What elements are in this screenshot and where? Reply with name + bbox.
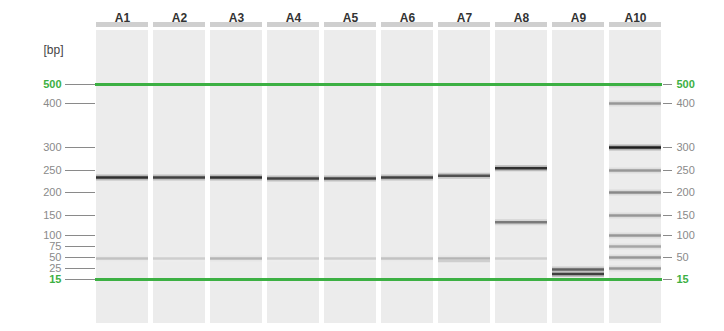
svg-text:15: 15	[49, 273, 61, 285]
svg-text:100: 100	[43, 229, 61, 241]
svg-text:A10: A10	[624, 11, 646, 25]
svg-text:50: 50	[677, 251, 689, 263]
svg-text:A8: A8	[514, 11, 530, 25]
svg-text:300: 300	[43, 141, 61, 153]
svg-text:400: 400	[677, 97, 695, 109]
svg-text:A9: A9	[571, 11, 587, 25]
svg-text:A4: A4	[286, 11, 302, 25]
svg-text:150: 150	[43, 209, 61, 221]
svg-text:300: 300	[677, 141, 695, 153]
svg-text:50: 50	[49, 251, 61, 263]
svg-text:250: 250	[677, 164, 695, 176]
svg-text:500: 500	[43, 78, 61, 90]
svg-text:[bp]: [bp]	[44, 43, 64, 57]
svg-text:250: 250	[43, 164, 61, 176]
svg-text:200: 200	[677, 186, 695, 198]
svg-text:25: 25	[49, 262, 61, 274]
svg-text:A7: A7	[457, 11, 473, 25]
svg-text:400: 400	[43, 97, 61, 109]
svg-text:A2: A2	[172, 11, 188, 25]
svg-text:200: 200	[43, 186, 61, 198]
svg-text:75: 75	[49, 240, 61, 252]
svg-text:A3: A3	[229, 11, 245, 25]
svg-text:15: 15	[677, 273, 689, 285]
svg-text:A1: A1	[115, 11, 131, 25]
svg-text:150: 150	[677, 209, 695, 221]
svg-text:A6: A6	[400, 11, 416, 25]
svg-text:500: 500	[677, 78, 695, 90]
svg-text:100: 100	[677, 229, 695, 241]
svg-text:A5: A5	[343, 11, 359, 25]
